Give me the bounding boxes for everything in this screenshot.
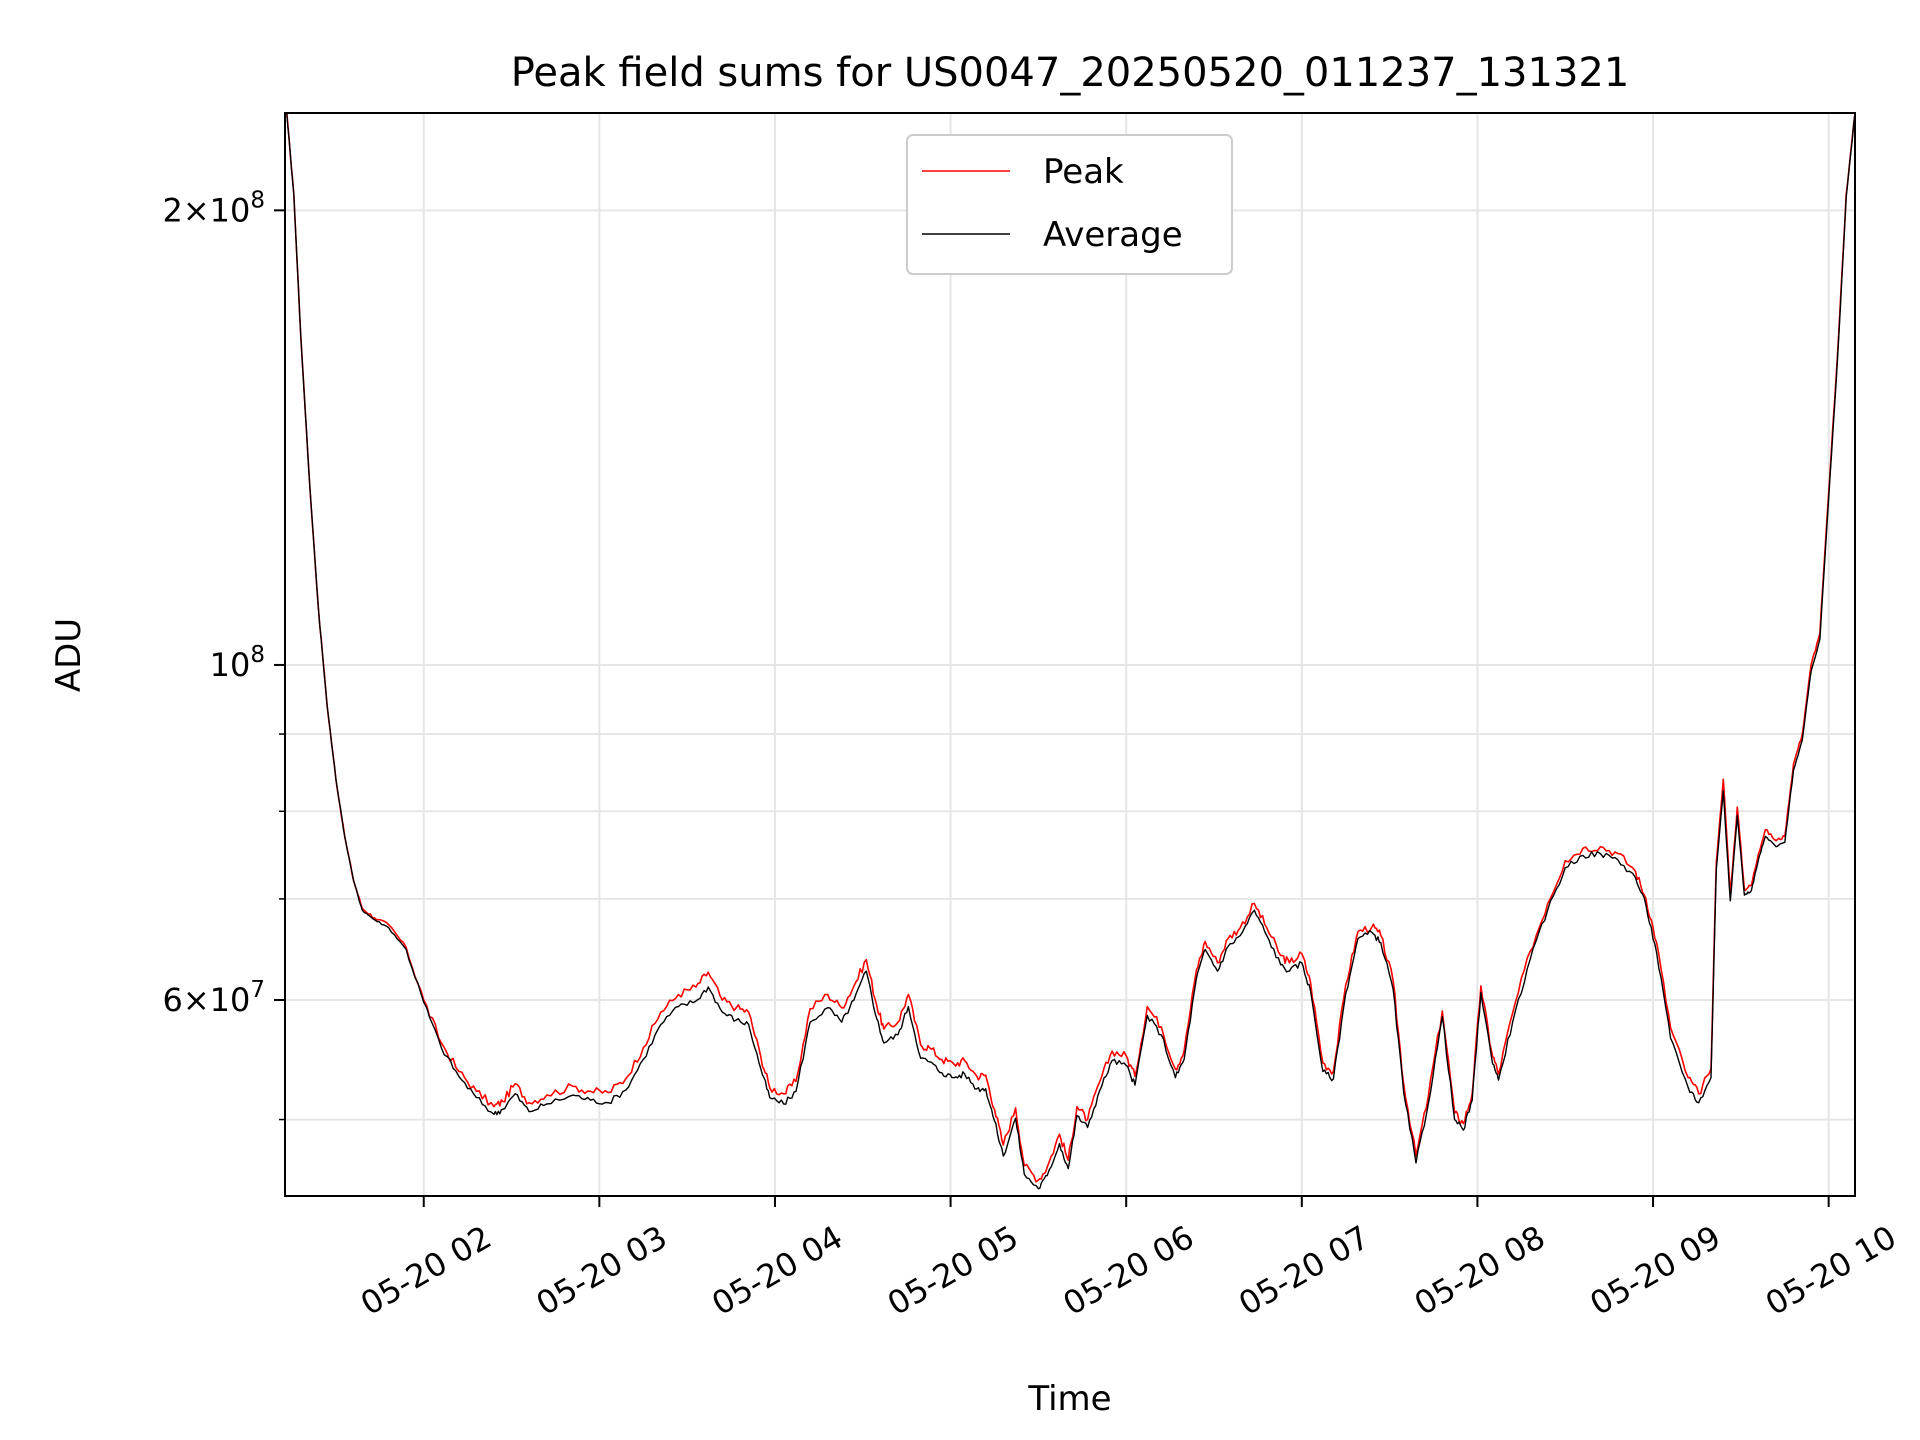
- y-tick-label: 108: [210, 642, 265, 684]
- x-tick-label: 05-20 05: [881, 1218, 1025, 1323]
- x-tick-label: 05-20 03: [530, 1218, 674, 1323]
- legend: Peak Average: [906, 134, 1233, 275]
- series-line-average: [286, 113, 1855, 1190]
- x-tick-label: 05-20 07: [1232, 1218, 1376, 1323]
- x-axis-label: Time: [1027, 1379, 1111, 1419]
- legend-frame: [906, 134, 1233, 275]
- grid-lines: [285, 113, 1855, 1196]
- y-tick-label: 2×108: [162, 187, 265, 229]
- chart-title: Peak field sums for US0047_20250520_0112…: [511, 50, 1630, 96]
- x-axis: 05-20 02 05-20 03 05-20 04 05-20 05 05-20 06…: [354, 1196, 1903, 1323]
- x-tick-label: 05-20 10: [1759, 1218, 1903, 1323]
- x-tick-label: 05-20 02: [354, 1218, 498, 1323]
- y-axis-label: ADU: [49, 618, 89, 692]
- x-tick-label: 05-20 09: [1583, 1218, 1727, 1323]
- legend-label-average: Average: [1043, 215, 1183, 255]
- x-tick-label: 05-20 06: [1057, 1218, 1201, 1323]
- series-line-peak: [286, 113, 1855, 1183]
- series-layer: [286, 113, 1855, 1190]
- x-tick-label: 05-20 04: [705, 1218, 849, 1323]
- y-tick-label: 6×107: [162, 977, 265, 1019]
- plot-area-frame: [284, 112, 1856, 1197]
- y-axis: 6×107 108 2×108: [162, 187, 285, 1121]
- x-tick-label: 05-20 08: [1408, 1218, 1552, 1323]
- legend-label-peak: Peak: [1043, 152, 1124, 192]
